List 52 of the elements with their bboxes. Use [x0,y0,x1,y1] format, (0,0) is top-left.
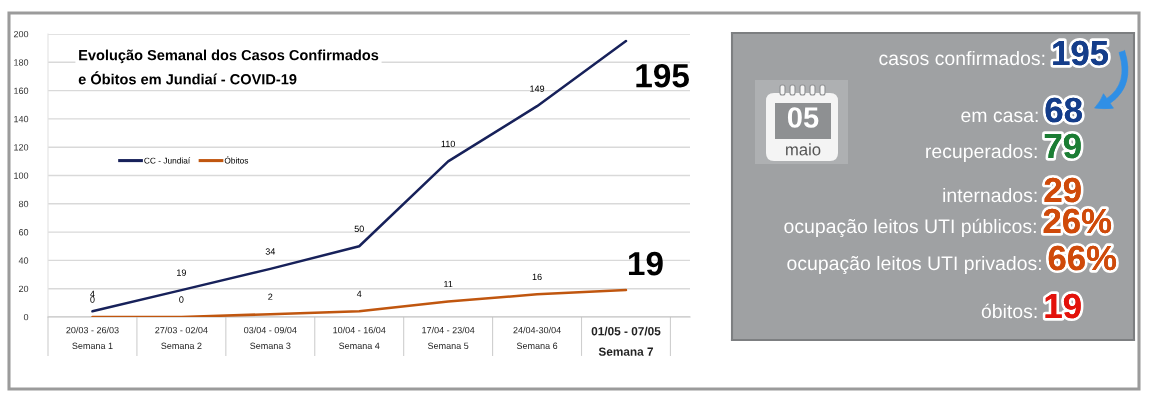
legend-label: Óbitos [224,156,249,164]
x-tick-label: 17/04 - 23/04 Semana 5 [422,326,475,349]
text: óbitos: [981,303,1037,319]
text: 79 [1044,133,1081,159]
y-tick-label: 180 [14,59,29,66]
y-tick-label: 100 [14,172,29,179]
data-label: 4 [356,290,362,298]
x-tick-label: 20/03 - 26/03 Semana 1 [66,326,119,349]
data-label: 19 [628,251,663,276]
text: maio [786,143,821,156]
text: 68 [1045,97,1082,123]
x-tick-label: 27/03 - 02/04 Semana 2 [155,326,208,349]
data-label: 0 [90,296,95,303]
y-tick-label: 80 [18,200,29,208]
text: ocupação leitos UTI públicos: [784,218,1036,238]
y-tick-label: 140 [14,115,29,123]
text: internados: [943,187,1037,203]
text: 19 [1045,293,1081,319]
data-label: 0 [179,296,184,303]
data-label: 195 [636,63,689,88]
y-tick-label: 200 [13,30,29,38]
y-tick-label: 20 [18,285,29,293]
text: recuperados: [926,143,1037,163]
data-label: 110 [441,140,455,148]
data-label: 50 [354,225,364,233]
y-tick-label: 40 [18,257,29,264]
text: casos confirmados: [879,50,1045,66]
y-tick-label: 160 [14,87,29,94]
text: 66% [1048,245,1117,271]
text: ocupação leitos UTI privados: [787,255,1041,275]
text: 195 [1053,40,1109,66]
x-tick-label: 24/04-30/04 Semana 6 [513,326,561,349]
text: 26% [1043,208,1112,234]
data-label: 4 [90,290,95,298]
data-label: 16 [532,273,542,281]
text: 29 [1044,177,1081,203]
y-tick-label: 120 [14,144,29,151]
text: Evolução Semanal dos Casos Confirmados e Óbitos em Jundiaí - COVID-19 [78,49,379,85]
data-label: 11 [444,280,453,288]
data-label: 34 [265,248,276,255]
x-tick-label: 10/04 - 16/04 Semana 4 [333,326,386,349]
data-label: 19 [177,269,186,276]
line-series [91,288,628,317]
text: em casa: [961,111,1038,123]
text: 05 [787,107,819,128]
y-tick-label: 60 [18,229,29,236]
data-label: 2 [268,293,273,300]
x-tick-label: 01/05 - 07/05 Semana 7 [591,326,661,356]
legend-label: CC - Jundiaí [144,157,191,164]
y-tick-label: 0 [23,313,29,321]
x-tick-label: 03/04 - 09/04 Semana 3 [244,326,297,349]
data-label: 149 [530,85,545,92]
